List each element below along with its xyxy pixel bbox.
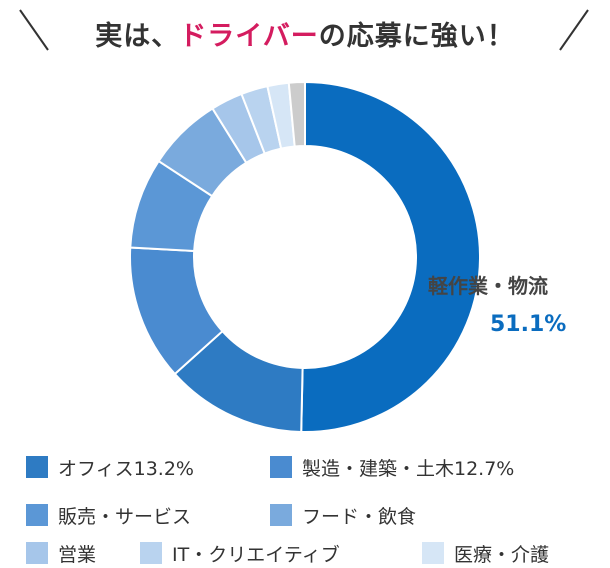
legend-swatch xyxy=(140,542,162,564)
legend-label: 営業 xyxy=(58,543,97,566)
headline: 実は、ドライバーの応募に強い！ xyxy=(0,0,610,80)
legend-item: フード・飲食 xyxy=(270,500,416,530)
headline-highlight: ドライバー xyxy=(179,21,319,52)
legend-item: オフィス13.2% xyxy=(26,452,194,482)
decorative-slash-left-icon xyxy=(19,9,49,51)
legend-swatch xyxy=(270,456,292,478)
chart-annotation-label: 軽作業・物流 xyxy=(428,274,548,298)
donut-chart xyxy=(129,80,481,433)
legend-swatch xyxy=(26,504,48,526)
legend-swatch xyxy=(422,542,444,564)
headline-suffix: の応募に強い！ xyxy=(318,21,515,52)
legend-label: オフィス13.2% xyxy=(58,457,194,480)
legend-item: 販売・サービス xyxy=(26,500,191,530)
legend-label: 医療・介護 xyxy=(454,543,550,566)
headline-text: 実は、ドライバーの応募に強い！ xyxy=(66,14,544,53)
legend-swatch xyxy=(26,456,48,478)
legend-label: 製造・建築・土木12.7% xyxy=(302,457,515,480)
donut-slice xyxy=(300,80,481,433)
decorative-slash-right-icon xyxy=(559,9,589,51)
legend-label: フード・飲食 xyxy=(302,505,417,528)
legend-item: 医療・介護 xyxy=(422,538,549,568)
donut-slice xyxy=(287,80,306,148)
legend-swatch xyxy=(26,542,48,564)
headline-prefix: 実は、 xyxy=(95,21,180,52)
legend-swatch xyxy=(270,504,292,526)
legend-item: 営業 xyxy=(26,538,96,568)
legend-label: 販売・サービス xyxy=(58,505,192,528)
chart-annotation-value: 51.1% xyxy=(490,312,567,337)
legend-item: 製造・建築・土木12.7% xyxy=(270,452,514,482)
legend-label: IT・クリエイティブ xyxy=(172,543,340,566)
legend-item: IT・クリエイティブ xyxy=(140,538,340,568)
